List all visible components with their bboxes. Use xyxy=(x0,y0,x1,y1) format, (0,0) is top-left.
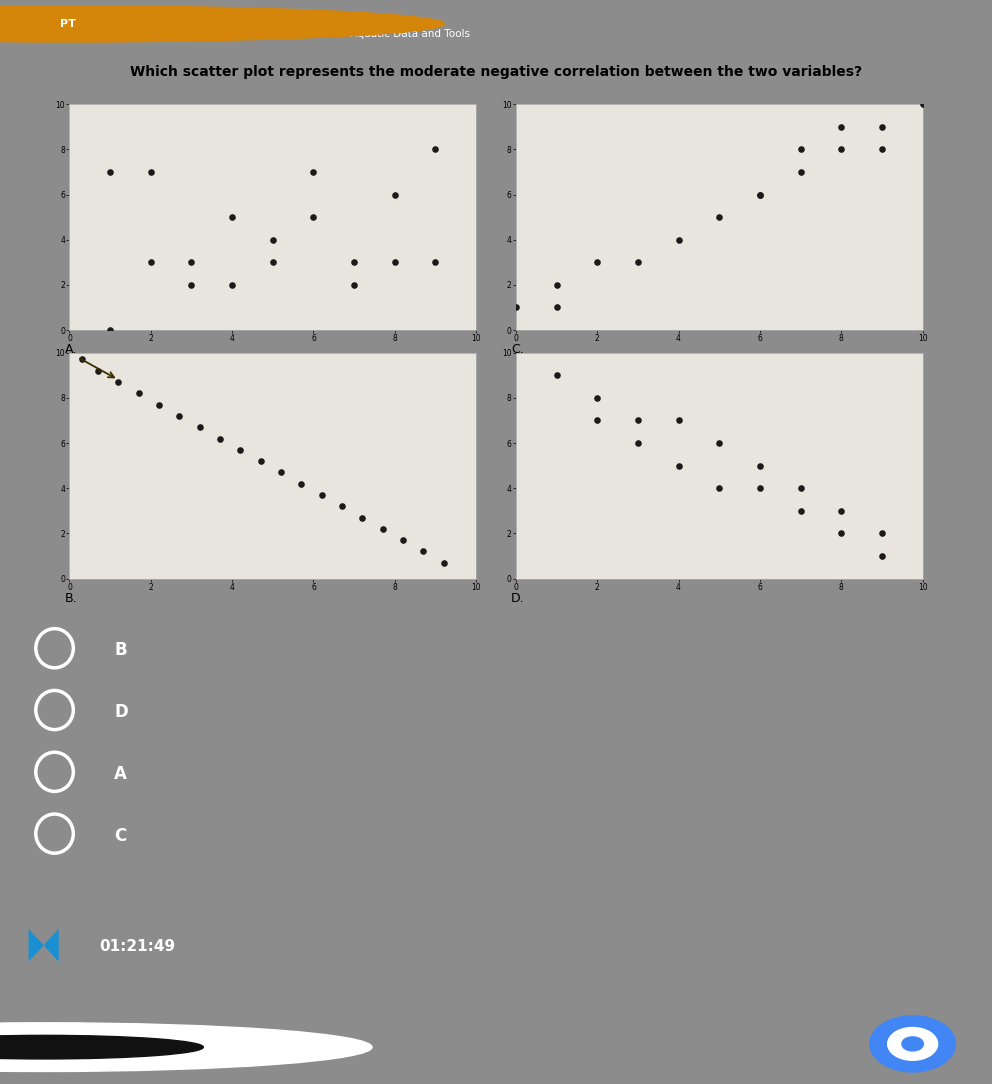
Point xyxy=(435,554,451,571)
Point xyxy=(671,231,686,248)
Text: Unit 2 Practice Test: Unit 2 Practice Test xyxy=(114,8,187,16)
Point xyxy=(354,508,370,526)
Text: Aquatic Science A - Fall - PHS – TBD / Unit 2 - Aquatic Data and Tools: Aquatic Science A - Fall - PHS – TBD / U… xyxy=(114,29,470,39)
Point xyxy=(752,185,768,203)
Point xyxy=(184,276,199,294)
Point xyxy=(143,254,159,271)
Text: C.: C. xyxy=(511,343,524,356)
Point xyxy=(265,254,281,271)
Point xyxy=(184,254,199,271)
Point xyxy=(346,276,362,294)
Point xyxy=(874,141,890,158)
Point xyxy=(549,276,564,294)
Point xyxy=(833,525,849,542)
Point xyxy=(793,164,808,181)
Point xyxy=(752,185,768,203)
Point xyxy=(549,366,564,384)
Point xyxy=(224,208,240,225)
Point xyxy=(428,141,443,158)
Point xyxy=(874,547,890,565)
Point xyxy=(395,531,411,549)
Point xyxy=(711,435,727,452)
Point xyxy=(346,254,362,271)
Circle shape xyxy=(888,1028,937,1060)
Text: B.: B. xyxy=(64,592,77,605)
Point xyxy=(102,164,118,181)
Point xyxy=(589,412,605,429)
Point xyxy=(273,464,289,481)
Point xyxy=(387,254,403,271)
Circle shape xyxy=(0,1023,372,1071)
Point xyxy=(387,185,403,203)
Point xyxy=(90,362,106,379)
Text: ←: ← xyxy=(12,14,31,34)
Point xyxy=(874,118,890,136)
Text: A.: A. xyxy=(64,343,76,356)
Circle shape xyxy=(0,5,444,42)
Text: D: D xyxy=(114,704,128,721)
Point xyxy=(671,457,686,475)
Point xyxy=(833,141,849,158)
Point xyxy=(73,351,89,369)
Point xyxy=(589,389,605,406)
Point xyxy=(671,412,686,429)
Polygon shape xyxy=(29,929,59,962)
Point xyxy=(253,452,269,469)
Point xyxy=(549,299,564,317)
Point xyxy=(630,254,646,271)
Point xyxy=(102,321,118,338)
Point xyxy=(143,164,159,181)
Point xyxy=(752,457,768,475)
Point xyxy=(793,502,808,519)
Point xyxy=(375,520,391,538)
Text: A: A xyxy=(114,765,127,783)
Point xyxy=(110,373,126,390)
Circle shape xyxy=(902,1037,924,1050)
Point xyxy=(874,525,890,542)
Point xyxy=(711,479,727,496)
Point xyxy=(294,475,310,492)
Point xyxy=(131,385,147,402)
Point xyxy=(306,164,321,181)
Point xyxy=(833,118,849,136)
Text: PT: PT xyxy=(60,18,75,29)
Text: C: C xyxy=(114,827,126,844)
Point xyxy=(232,441,248,459)
Point xyxy=(589,254,605,271)
Point xyxy=(793,479,808,496)
Text: Which scatter plot represents the moderate negative correlation between the two : Which scatter plot represents the modera… xyxy=(130,65,862,79)
Point xyxy=(508,299,524,317)
Point xyxy=(793,141,808,158)
Point xyxy=(334,498,350,515)
Circle shape xyxy=(0,1035,203,1059)
Point xyxy=(711,208,727,225)
Point xyxy=(191,418,207,436)
Point xyxy=(630,412,646,429)
Point xyxy=(212,430,228,448)
Point xyxy=(265,231,281,248)
Point xyxy=(306,208,321,225)
Point xyxy=(416,543,432,560)
Point xyxy=(630,435,646,452)
Text: B: B xyxy=(114,642,127,659)
Point xyxy=(428,254,443,271)
Point xyxy=(172,408,187,425)
Point xyxy=(833,502,849,519)
Point xyxy=(151,396,167,413)
Circle shape xyxy=(870,1016,955,1072)
Point xyxy=(313,487,329,504)
Point xyxy=(224,276,240,294)
Point xyxy=(915,95,930,113)
Point xyxy=(752,479,768,496)
Text: D.: D. xyxy=(511,592,525,605)
Text: 01:21:49: 01:21:49 xyxy=(99,939,176,954)
